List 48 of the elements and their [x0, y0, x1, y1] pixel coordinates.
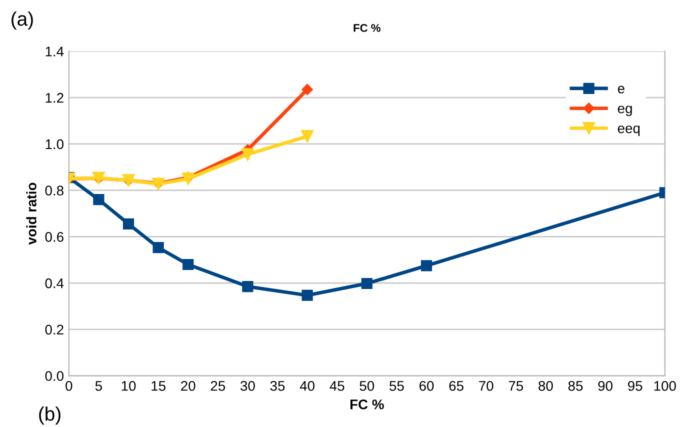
- x-tick-label: 55: [390, 381, 404, 391]
- x-tick-label: 15: [152, 381, 166, 391]
- x-tick-label: 5: [95, 381, 102, 391]
- x-tick-label: 75: [508, 381, 524, 391]
- legend-label: eg: [618, 106, 632, 116]
- text: (a): [12, 12, 33, 30]
- x-tick-label: 45: [330, 381, 344, 391]
- x-tick-label: 80: [538, 380, 553, 391]
- x-tick-label: 35: [270, 380, 285, 391]
- point: [420, 260, 432, 272]
- x-tick-label: 25: [210, 380, 226, 391]
- point: [241, 148, 254, 161]
- point: [361, 278, 372, 290]
- legend-label: e: [618, 86, 624, 94]
- text: (b): [39, 406, 60, 425]
- chart-title: FC %: [354, 24, 380, 32]
- y-tick-label: 0.2: [45, 324, 64, 335]
- x-tick-label: 90: [598, 380, 612, 391]
- y-tick-label: 0.8: [45, 186, 64, 196]
- x-tick-label: 100: [654, 380, 676, 391]
- x-tick-label: 65: [449, 380, 464, 391]
- y-tick-label: 0.6: [45, 232, 64, 242]
- x-tick-label: 85: [568, 380, 583, 391]
- y-tick-label: 1.4: [46, 46, 64, 56]
- x-tick-label: 40: [300, 380, 314, 391]
- point: [152, 242, 164, 254]
- point: [242, 280, 254, 292]
- point: [93, 194, 104, 206]
- x-tick-label: 60: [419, 380, 434, 391]
- point: [302, 290, 313, 301]
- y-tick-label: 0.0: [45, 371, 64, 381]
- x-tick-label: 20: [181, 380, 196, 391]
- point: [182, 258, 194, 270]
- x-tick-label: 30: [240, 380, 255, 391]
- point: [122, 218, 134, 230]
- x-tick-label: 0: [66, 380, 72, 391]
- x-tick-label: 70: [479, 380, 494, 391]
- x-tick-label: 10: [122, 380, 136, 391]
- y-tick-label: 1.0: [46, 139, 64, 150]
- legend-label: eeq: [618, 126, 640, 136]
- point: [302, 84, 313, 96]
- y-tick-label: 1.2: [46, 92, 64, 103]
- point: [301, 130, 314, 143]
- x-axis-title: FC %: [350, 399, 384, 410]
- y-tick-label: 0.4: [45, 278, 64, 288]
- x-tick-label: 50: [360, 380, 374, 391]
- x-tick-label: 95: [628, 380, 642, 391]
- y-axis-title: void ratio: [26, 182, 36, 245]
